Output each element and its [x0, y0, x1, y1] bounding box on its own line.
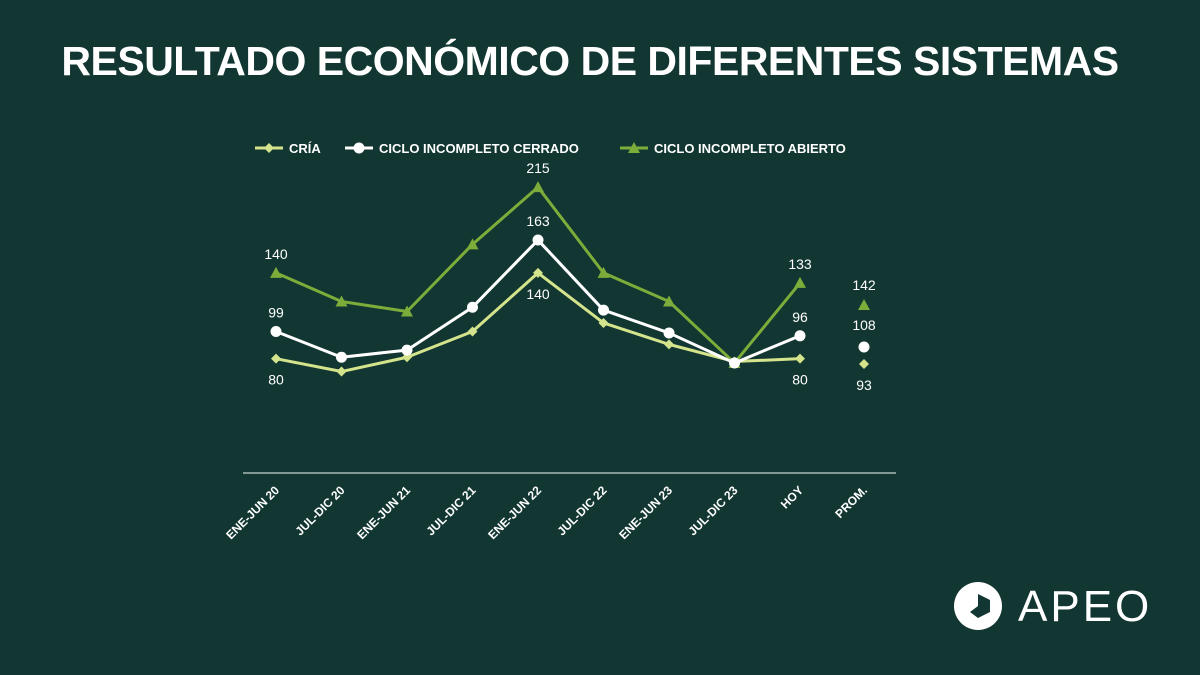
- apeo-logo: APEO: [952, 578, 1152, 638]
- data-label-cerrado: 99: [268, 305, 284, 321]
- data-point-cria: [533, 267, 543, 278]
- x-tick-label: ENE-JUN 20: [223, 483, 282, 542]
- data-point-cria: [664, 339, 674, 350]
- data-label-cria: 80: [268, 372, 284, 388]
- data-point-cria: [795, 353, 805, 364]
- data-point-cerrado: [663, 327, 675, 339]
- average-label-abierto: 142: [852, 277, 876, 293]
- x-tick-label: ENE-JUN 23: [616, 483, 675, 542]
- x-tick-label: ENE-JUN 22: [485, 483, 544, 542]
- data-point-cerrado: [532, 234, 544, 246]
- x-tick-label: HOY: [778, 483, 806, 511]
- legend-marker-cria: [264, 143, 274, 153]
- legend-label-cerrado: CICLO INCOMPLETO CERRADO: [379, 141, 579, 156]
- apeo-logo-icon: [954, 582, 1002, 630]
- data-point-cerrado: [794, 330, 806, 342]
- data-point-abierto: [401, 305, 413, 317]
- legend-marker-abierto: [628, 142, 640, 153]
- x-tick-label: JUL-DIC 22: [554, 483, 609, 538]
- data-point-cerrado: [598, 304, 609, 316]
- average-label-cria: 93: [856, 377, 872, 393]
- data-point-cerrado: [729, 357, 740, 369]
- x-tick-label: ENE-JUN 21: [354, 483, 413, 542]
- brand-name: APEO: [1018, 582, 1153, 631]
- average-marker-cerrado: [858, 341, 870, 353]
- data-point-cerrado: [270, 326, 282, 338]
- x-tick-label: PROM.: [832, 483, 870, 521]
- data-point-cria: [598, 317, 609, 328]
- average-marker-abierto: [858, 299, 870, 310]
- data-label-cria: 80: [792, 372, 808, 388]
- data-point-cria: [271, 353, 281, 364]
- data-label-cria: 140: [526, 286, 550, 302]
- data-point-abierto: [663, 295, 675, 307]
- data-point-abierto: [270, 266, 282, 278]
- data-point-cria: [336, 366, 347, 377]
- legend-label-cria: CRÍA: [289, 141, 321, 156]
- data-point-cria: [467, 326, 478, 337]
- data-label-cerrado: 163: [526, 213, 550, 229]
- data-point-cerrado: [467, 301, 478, 313]
- data-label-abierto: 133: [788, 256, 812, 272]
- average-marker-cria: [859, 359, 869, 369]
- data-point-abierto: [335, 295, 348, 307]
- legend-label-abierto: CICLO INCOMPLETO ABIERTO: [654, 141, 846, 156]
- data-label-abierto: 215: [526, 160, 550, 176]
- data-point-cerrado: [336, 351, 347, 363]
- data-point-cerrado: [401, 344, 413, 356]
- data-point-abierto: [597, 266, 610, 278]
- data-label-abierto: 140: [264, 246, 288, 262]
- x-tick-label: JUL-DIC 20: [292, 483, 347, 538]
- x-tick-label: JUL-DIC 23: [685, 483, 740, 538]
- legend-marker-cerrado: [353, 142, 365, 154]
- data-point-abierto: [794, 276, 806, 288]
- x-tick-label: JUL-DIC 21: [423, 483, 478, 538]
- data-label-cerrado: 96: [792, 309, 808, 325]
- average-label-cerrado: 108: [852, 317, 876, 333]
- data-point-abierto: [532, 181, 544, 193]
- data-point-abierto: [466, 238, 479, 250]
- chart-title: RESULTADO ECONÓMICO DE DIFERENTES SISTEM…: [61, 38, 1119, 84]
